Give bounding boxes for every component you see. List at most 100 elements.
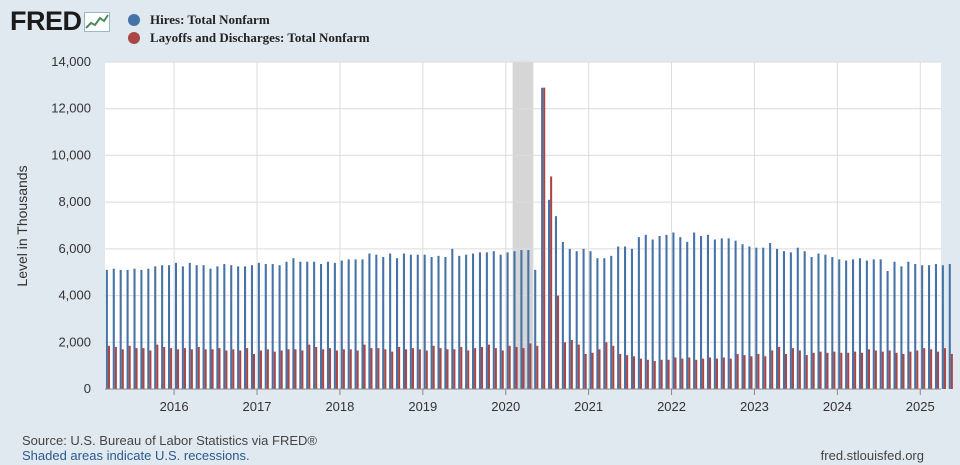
bar-hires-total-nonfarm <box>188 262 191 389</box>
chart-plot[interactable]: 0 2,000 4,000 6,000 8,000 10,000 12,000 14,000 2… <box>0 0 960 430</box>
bar-layoffs-and-discharges-total-nonfarm <box>556 295 560 389</box>
legend-label-hires: Hires: Total Nonfarm <box>150 12 270 27</box>
y-tick-label: 0 <box>84 381 91 396</box>
bar-layoffs-and-discharges-total-nonfarm <box>695 359 698 389</box>
bar-layoffs-and-discharges-total-nonfarm <box>170 348 173 389</box>
bar-hires-total-nonfarm <box>527 250 530 389</box>
legend-swatch-layoffs <box>128 32 140 44</box>
bar-hires-total-nonfarm <box>644 234 647 389</box>
bar-hires-total-nonfarm <box>831 257 834 389</box>
bar-layoffs-and-discharges-total-nonfarm <box>197 346 200 389</box>
bar-hires-total-nonfarm <box>472 253 475 389</box>
bar-hires-total-nonfarm <box>195 265 198 389</box>
bar-layoffs-and-discharges-total-nonfarm <box>529 343 532 389</box>
y-tick-label: 4,000 <box>58 288 91 303</box>
bar-hires-total-nonfarm <box>672 232 675 389</box>
bar-layoffs-and-discharges-total-nonfarm <box>487 344 490 389</box>
bar-hires-total-nonfarm <box>879 259 882 389</box>
bar-hires-total-nonfarm <box>361 259 364 389</box>
bar-layoffs-and-discharges-total-nonfarm <box>943 348 946 389</box>
bar-layoffs-and-discharges-total-nonfarm <box>750 356 753 389</box>
bar-layoffs-and-discharges-total-nonfarm <box>225 350 228 389</box>
bar-hires-total-nonfarm <box>444 257 447 389</box>
bar-layoffs-and-discharges-total-nonfarm <box>480 346 484 389</box>
bar-hires-total-nonfarm <box>700 236 703 389</box>
bar-hires-total-nonfarm <box>679 237 682 389</box>
bar-hires-total-nonfarm <box>727 238 730 389</box>
fred-logo[interactable]: FRED <box>10 6 110 37</box>
bar-hires-total-nonfarm <box>181 266 184 389</box>
bar-layoffs-and-discharges-total-nonfarm <box>128 345 131 389</box>
bar-hires-total-nonfarm <box>824 254 827 389</box>
legend-label-layoffs: Layoffs and Discharges: Total Nonfarm <box>150 30 370 45</box>
bar-layoffs-and-discharges-total-nonfarm <box>294 349 297 389</box>
bar-hires-total-nonfarm <box>637 237 640 389</box>
bar-hires-total-nonfarm <box>865 260 868 389</box>
legend-swatch-hires <box>128 14 140 26</box>
bar-layoffs-and-discharges-total-nonfarm <box>805 355 808 389</box>
bar-hires-total-nonfarm <box>499 254 502 389</box>
bar-hires-total-nonfarm <box>223 264 226 389</box>
bar-layoffs-and-discharges-total-nonfarm <box>895 352 898 389</box>
bar-hires-total-nonfarm <box>706 234 709 389</box>
bar-layoffs-and-discharges-total-nonfarm <box>778 346 781 389</box>
bar-layoffs-and-discharges-total-nonfarm <box>363 344 366 389</box>
bar-hires-total-nonfarm <box>430 257 433 389</box>
recession-note[interactable]: Shaded areas indicate U.S. recessions. <box>22 448 250 463</box>
bar-hires-total-nonfarm <box>458 255 461 389</box>
bar-hires-total-nonfarm <box>817 253 820 389</box>
bar-layoffs-and-discharges-total-nonfarm <box>764 356 767 389</box>
bar-layoffs-and-discharges-total-nonfarm <box>149 350 152 389</box>
bar-layoffs-and-discharges-total-nonfarm <box>619 353 622 389</box>
bar-layoffs-and-discharges-total-nonfarm <box>681 358 684 389</box>
bar-layoffs-and-discharges-total-nonfarm <box>791 348 794 389</box>
bar-layoffs-and-discharges-total-nonfarm <box>819 351 822 389</box>
bar-layoffs-and-discharges-total-nonfarm <box>432 345 435 389</box>
bar-layoffs-and-discharges-total-nonfarm <box>190 349 193 389</box>
bar-layoffs-and-discharges-total-nonfarm <box>349 349 352 389</box>
bar-layoffs-and-discharges-total-nonfarm <box>522 348 525 389</box>
bar-layoffs-and-discharges-total-nonfarm <box>259 350 262 389</box>
x-tick-label: 2022 <box>657 399 686 414</box>
y-tick-label: 12,000 <box>51 101 91 116</box>
bar-hires-total-nonfarm <box>375 254 378 389</box>
bar-hires-total-nonfarm <box>810 257 813 389</box>
bar-hires-total-nonfarm <box>617 246 620 389</box>
bar-hires-total-nonfarm <box>451 248 454 389</box>
bar-layoffs-and-discharges-total-nonfarm <box>156 344 159 389</box>
bar-layoffs-and-discharges-total-nonfarm <box>142 348 145 389</box>
bar-hires-total-nonfarm <box>589 251 592 389</box>
bar-layoffs-and-discharges-total-nonfarm <box>715 358 718 389</box>
bar-layoffs-and-discharges-total-nonfarm <box>536 345 539 389</box>
y-axis-label: Level in Thousands <box>14 165 30 287</box>
bar-hires-total-nonfarm <box>285 261 288 389</box>
bar-hires-total-nonfarm <box>630 248 633 389</box>
bar-hires-total-nonfarm <box>140 269 143 389</box>
bar-hires-total-nonfarm <box>741 244 744 389</box>
bar-hires-total-nonfarm <box>389 253 392 389</box>
bar-hires-total-nonfarm <box>513 251 516 389</box>
bar-hires-total-nonfarm <box>119 269 122 389</box>
bar-layoffs-and-discharges-total-nonfarm <box>377 348 380 389</box>
bar-hires-total-nonfarm <box>161 265 164 389</box>
bar-hires-total-nonfarm <box>686 241 689 389</box>
bar-layoffs-and-discharges-total-nonfarm <box>674 357 677 389</box>
bar-hires-total-nonfarm <box>437 255 440 389</box>
bar-layoffs-and-discharges-total-nonfarm <box>107 345 110 389</box>
bar-layoffs-and-discharges-total-nonfarm <box>950 353 953 389</box>
bar-layoffs-and-discharges-total-nonfarm <box>418 349 421 389</box>
bar-hires-total-nonfarm <box>610 255 613 389</box>
bar-layoffs-and-discharges-total-nonfarm <box>881 351 884 389</box>
bar-layoffs-and-discharges-total-nonfarm <box>936 351 940 389</box>
bar-layoffs-and-discharges-total-nonfarm <box>335 350 338 389</box>
site-url[interactable]: fred.stlouisfed.org <box>820 448 924 463</box>
bar-hires-total-nonfarm <box>858 258 861 389</box>
bar-layoffs-and-discharges-total-nonfarm <box>702 358 705 389</box>
bar-layoffs-and-discharges-total-nonfarm <box>660 359 663 389</box>
bar-layoffs-and-discharges-total-nonfarm <box>135 348 138 389</box>
x-tick-label: 2021 <box>574 399 603 414</box>
source-note: Source: U.S. Bureau of Labor Statistics … <box>22 433 317 448</box>
x-tick-label: 2020 <box>491 399 520 414</box>
bar-layoffs-and-discharges-total-nonfarm <box>446 349 449 389</box>
bar-layoffs-and-discharges-total-nonfarm <box>854 351 857 389</box>
